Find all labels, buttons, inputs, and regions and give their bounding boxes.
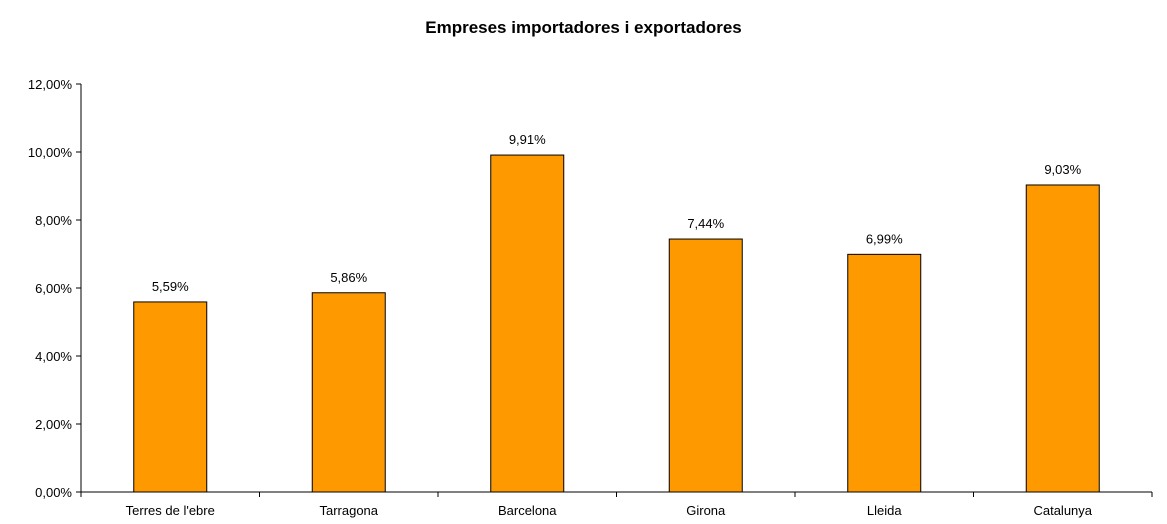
x-tick-label: Girona bbox=[686, 503, 726, 518]
bar bbox=[668, 238, 743, 493]
data-label: 5,86% bbox=[330, 270, 367, 285]
bar bbox=[847, 253, 922, 493]
data-label: 9,91% bbox=[509, 132, 546, 147]
x-tick-label: Terres de l'ebre bbox=[126, 503, 215, 518]
y-tick-label: 8,00% bbox=[35, 213, 72, 228]
x-tick-label: Lleida bbox=[867, 503, 902, 518]
data-label: 7,44% bbox=[687, 216, 724, 231]
y-tick-label: 6,00% bbox=[35, 281, 72, 296]
data-label: 5,59% bbox=[152, 279, 189, 294]
bar bbox=[133, 301, 208, 493]
data-label: 9,03% bbox=[1044, 162, 1081, 177]
x-tick-label: Tarragona bbox=[319, 503, 378, 518]
y-tick-label: 0,00% bbox=[35, 485, 72, 500]
bar bbox=[311, 292, 386, 493]
y-tick-label: 2,00% bbox=[35, 417, 72, 432]
y-tick-label: 10,00% bbox=[28, 145, 73, 160]
y-tick-label: 4,00% bbox=[35, 349, 72, 364]
bar bbox=[1025, 184, 1100, 493]
y-tick-label: 12,00% bbox=[28, 77, 73, 92]
x-tick-label: Catalunya bbox=[1033, 503, 1092, 518]
x-tick-label: Barcelona bbox=[498, 503, 557, 518]
data-label: 6,99% bbox=[866, 231, 903, 246]
chart-title: Empreses importadores i exportadores bbox=[425, 18, 742, 37]
bar bbox=[490, 154, 565, 493]
